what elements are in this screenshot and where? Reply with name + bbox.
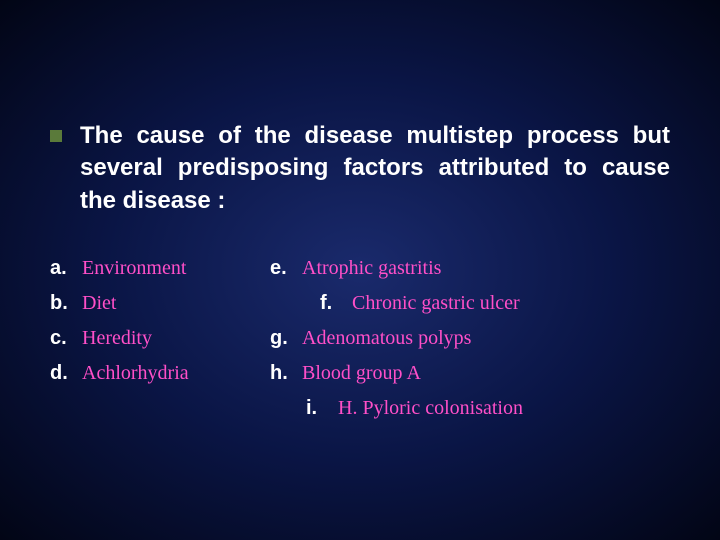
item-letter: f. <box>320 292 342 315</box>
item-text: Adenomatous polyps <box>302 327 471 350</box>
item-text: Diet <box>82 292 116 315</box>
item-letter: i. <box>306 397 328 420</box>
list-columns: a. Environment b. Diet c. Heredity d. Ac… <box>50 257 670 432</box>
item-letter: d. <box>50 362 72 385</box>
list-item: e. Atrophic gastritis <box>270 257 670 280</box>
item-text: H. Pyloric colonisation <box>338 397 523 420</box>
right-column: e. Atrophic gastritis f. Chronic gastric… <box>270 257 670 432</box>
item-letter: b. <box>50 292 72 315</box>
left-column: a. Environment b. Diet c. Heredity d. Ac… <box>50 257 240 432</box>
list-item: a. Environment <box>50 257 240 280</box>
item-text: Heredity <box>82 327 152 350</box>
item-letter: h. <box>270 362 292 385</box>
item-letter: e. <box>270 257 292 280</box>
bullet-icon <box>50 130 62 142</box>
list-item: d. Achlorhydria <box>50 362 240 385</box>
item-text: Blood group A <box>302 362 421 385</box>
slide-content: The cause of the disease multistep proce… <box>0 0 720 432</box>
item-text: Achlorhydria <box>82 362 189 385</box>
item-text: Chronic gastric ulcer <box>352 292 520 315</box>
item-text: Environment <box>82 257 186 280</box>
heading-row: The cause of the disease multistep proce… <box>50 120 670 217</box>
list-item: c. Heredity <box>50 327 240 350</box>
list-item: b. Diet <box>50 292 240 315</box>
list-item: h. Blood group A <box>270 362 670 385</box>
list-item: i. H. Pyloric colonisation <box>270 397 670 420</box>
list-item: f. Chronic gastric ulcer <box>270 292 670 315</box>
list-item: g. Adenomatous polyps <box>270 327 670 350</box>
item-text: Atrophic gastritis <box>302 257 441 280</box>
item-letter: c. <box>50 327 72 350</box>
item-letter: a. <box>50 257 72 280</box>
heading-text: The cause of the disease multistep proce… <box>80 120 670 217</box>
item-letter: g. <box>270 327 292 350</box>
